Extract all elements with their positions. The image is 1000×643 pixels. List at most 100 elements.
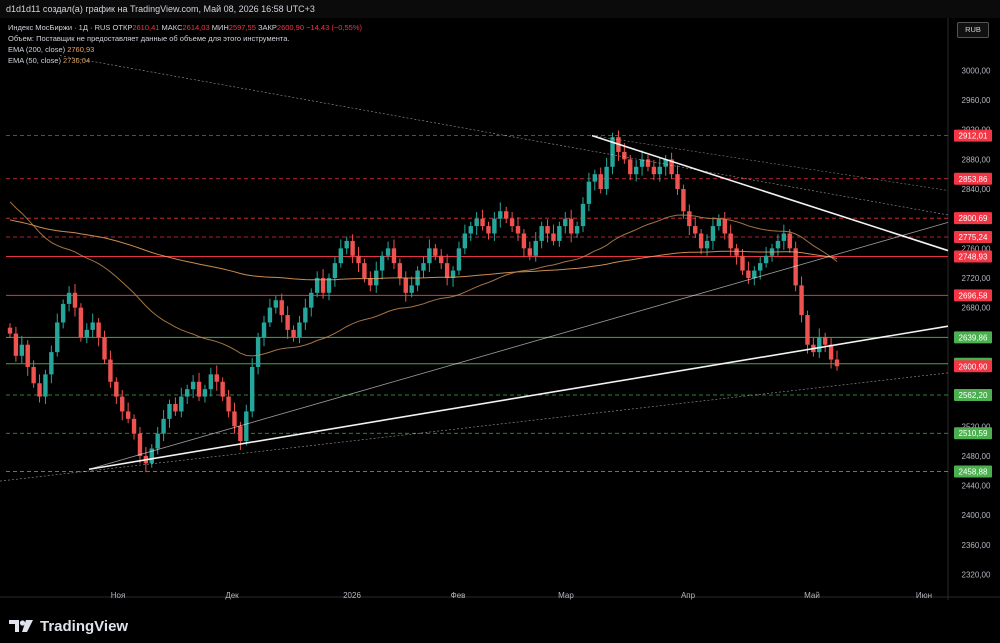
candle-body[interactable] (403, 277, 408, 293)
candle-body[interactable] (238, 426, 243, 442)
trendline-support-bold[interactable] (88, 325, 949, 471)
candle-body[interactable] (486, 226, 491, 234)
trendline-support-thin[interactable] (88, 222, 949, 470)
candle-body[interactable] (722, 218, 727, 234)
candle-body[interactable] (568, 218, 574, 234)
candle-body[interactable] (374, 270, 379, 286)
candle-body[interactable] (31, 366, 36, 384)
candle-body[interactable] (179, 396, 184, 412)
candle-body[interactable] (397, 263, 403, 278)
candle-body[interactable] (793, 248, 798, 286)
candle-body[interactable] (368, 277, 373, 286)
candle-body[interactable] (261, 322, 267, 338)
candle-body[interactable] (675, 174, 680, 190)
candle-body[interactable] (309, 292, 314, 308)
candle-body[interactable] (55, 322, 60, 353)
candle-body[interactable] (704, 240, 710, 249)
candle-body[interactable] (746, 270, 751, 278)
candle-body[interactable] (805, 315, 810, 345)
candle-body[interactable] (663, 159, 668, 167)
candle-body[interactable] (244, 411, 249, 442)
candle-body[interactable] (521, 233, 527, 249)
candle-body[interactable] (409, 285, 414, 293)
candle-body[interactable] (344, 240, 349, 249)
candle-body[interactable] (515, 226, 521, 234)
candle-body[interactable] (716, 218, 722, 227)
candle-body[interactable] (752, 270, 757, 278)
candle-body[interactable] (379, 255, 385, 271)
candle-body[interactable] (563, 218, 568, 227)
candle-body[interactable] (90, 322, 95, 330)
candle-body[interactable] (220, 381, 225, 397)
candle-body[interactable] (273, 300, 279, 308)
candle-body[interactable] (622, 151, 627, 160)
candle-body[interactable] (539, 226, 544, 241)
candle-body[interactable] (527, 248, 533, 256)
candle-body[interactable] (657, 166, 662, 175)
candle-body[interactable] (356, 255, 361, 264)
candle-body[interactable] (149, 448, 154, 464)
trendline-resistance-bold[interactable] (591, 134, 949, 252)
candle-body[interactable] (161, 418, 166, 434)
candle-body[interactable] (734, 248, 739, 256)
legend-ohlc-row[interactable]: Индекс МосБиржи · 1Д · RUS ОТКР2610,41 М… (8, 22, 362, 33)
candle-body[interactable] (19, 344, 25, 356)
candle-body[interactable] (249, 366, 255, 412)
candle-body[interactable] (78, 307, 84, 338)
candle-body[interactable] (781, 233, 787, 241)
candle-body[interactable] (545, 226, 550, 234)
candle-body[interactable] (693, 226, 698, 234)
candle-body[interactable] (350, 240, 355, 256)
candle-body[interactable] (190, 381, 196, 390)
candle-body[interactable] (226, 396, 231, 412)
candle-body[interactable] (102, 337, 107, 360)
candle-body[interactable] (7, 327, 13, 334)
legend-ema200[interactable]: EMA (200, close) 2760,93 (8, 44, 362, 55)
candle-body[interactable] (43, 374, 48, 397)
candle-body[interactable] (533, 240, 538, 256)
candle-body[interactable] (196, 381, 202, 397)
candle-body[interactable] (338, 248, 343, 264)
candle-body[interactable] (320, 277, 326, 293)
candle-body[interactable] (202, 389, 208, 397)
candle-body[interactable] (592, 174, 598, 182)
candle-body[interactable] (610, 137, 615, 167)
candle-body[interactable] (433, 248, 438, 256)
candle-body[interactable] (763, 255, 769, 264)
candle-body[interactable] (775, 240, 781, 249)
candle-body[interactable] (504, 211, 509, 219)
candle-body[interactable] (480, 218, 485, 227)
candle-body[interactable] (155, 433, 160, 449)
trendline-resistance-dotted[interactable] (591, 135, 949, 191)
candle-body[interactable] (37, 383, 42, 397)
candle-body[interactable] (291, 329, 296, 338)
candle-body[interactable] (645, 159, 651, 167)
candle-body[interactable] (639, 159, 645, 167)
candle-body[interactable] (84, 329, 89, 338)
candle-body[interactable] (279, 300, 284, 316)
legend-ema50[interactable]: EMA (50, close) 2736,04 (8, 55, 362, 66)
candle-body[interactable] (314, 277, 320, 293)
trendline-lower-dotted[interactable] (0, 372, 949, 482)
candle-body[interactable] (427, 248, 432, 264)
candle-body[interactable] (758, 263, 763, 271)
ema50-line[interactable] (9, 201, 838, 357)
candle-body[interactable] (125, 411, 131, 419)
candle-body[interactable] (551, 233, 556, 241)
candle-body[interactable] (509, 218, 515, 227)
candle-body[interactable] (303, 307, 308, 323)
candle-body[interactable] (208, 374, 214, 390)
candle-body[interactable] (834, 359, 840, 367)
candle-body[interactable] (598, 174, 603, 190)
candle-body[interactable] (822, 337, 828, 345)
candle-body[interactable] (66, 292, 72, 304)
candle-body[interactable] (255, 337, 261, 367)
candle-body[interactable] (444, 263, 450, 278)
candle-body[interactable] (628, 159, 633, 175)
candle-body[interactable] (13, 333, 19, 356)
candle-body[interactable] (586, 181, 592, 204)
candle-body[interactable] (185, 389, 190, 397)
candle-body[interactable] (131, 418, 137, 434)
candle-body[interactable] (574, 226, 580, 234)
